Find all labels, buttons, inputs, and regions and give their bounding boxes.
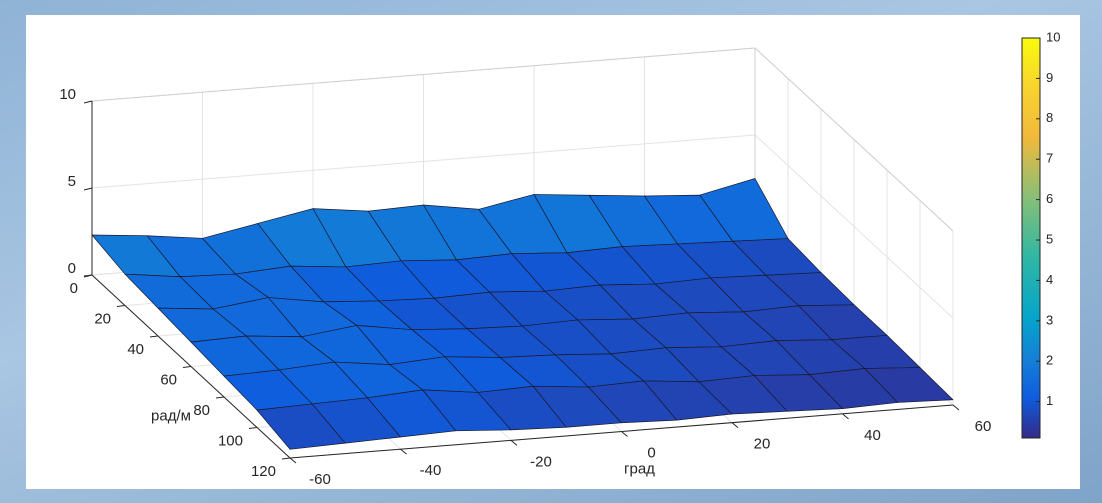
y-tick [83,274,93,277]
x-axis-label: град [624,460,655,477]
x-tick [400,448,407,455]
y-tick [182,366,192,368]
x-tick [731,422,739,429]
x-tick [289,457,297,464]
x-tick-label: 20 [754,436,771,453]
z-tick-label: 5 [68,173,76,190]
colorbar [1021,37,1041,439]
x-tick-label: 60 [975,418,992,435]
y-tick-label: 60 [160,371,177,388]
y-tick [248,427,258,429]
x-tick-label: -40 [420,462,442,479]
y-tick-label: 0 [70,280,78,297]
colorbar-tick-label: 4 [1046,272,1053,287]
y-tick-label: 100 [218,432,243,449]
z-tick-label: 10 [59,86,76,103]
x-tick [842,413,849,420]
colorbar-tick-label: 6 [1046,191,1053,206]
y-tick [116,305,126,307]
x-tick-label: -60 [309,471,331,488]
y-tick [281,457,291,460]
x-tick [621,431,628,437]
surface-patch [864,367,954,403]
y-axis-label: рад/м [151,407,191,424]
z-tick [83,100,93,104]
y-tick-label: 20 [94,310,111,327]
x-tick-label: 40 [864,427,881,444]
colorbar-tick-label: 7 [1046,151,1053,166]
colorbar-tick-label: 8 [1046,110,1053,125]
z-tick [83,187,93,191]
y-tick-label: 120 [251,463,276,480]
colorbar-tick-label: 9 [1046,70,1053,85]
y-tick [149,335,159,338]
y-tick [215,396,225,399]
box-edge [91,47,756,102]
colorbar-tick-label: 5 [1046,231,1053,246]
colorbar-tick-label: 2 [1046,353,1053,368]
x-tick [952,404,960,411]
box-edge [754,47,954,232]
colorbar-tick-label: 3 [1046,312,1053,327]
colorbar-tick-label: 1 [1046,393,1053,408]
x-tick-label: 0 [647,444,655,461]
y-tick-label: 80 [193,402,210,419]
y-tick-label: 40 [127,341,144,358]
z-tick-label: 0 [68,260,76,277]
x-tick-label: -20 [530,453,552,470]
colorbar-tick-label: 10 [1046,29,1060,44]
x-tick [510,439,518,446]
